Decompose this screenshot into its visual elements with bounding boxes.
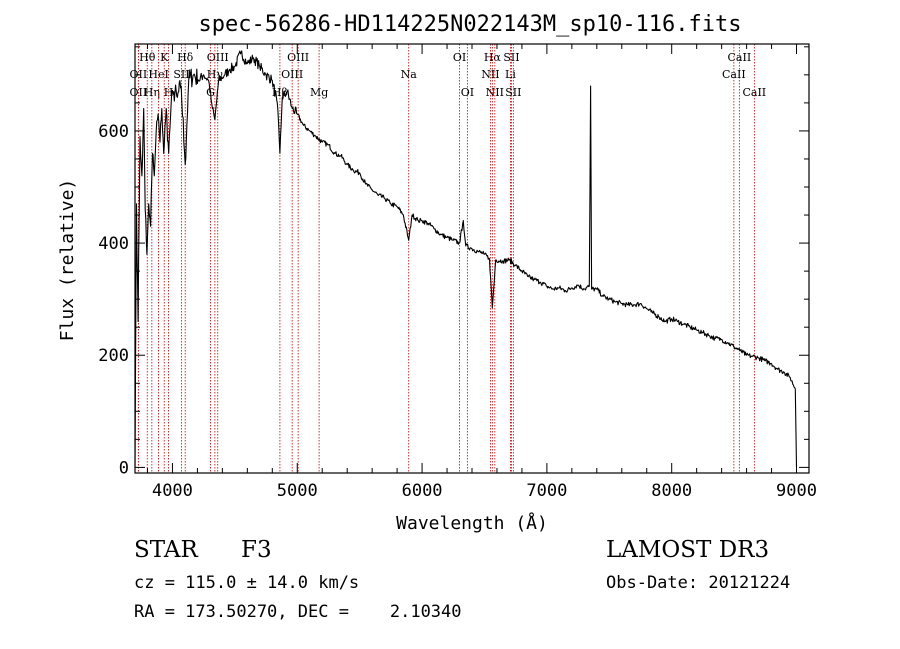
line-marker-label: OIII [281, 68, 303, 81]
line-marker-label: NII [486, 86, 504, 99]
line-marker-label: SII [173, 68, 189, 81]
line-marker-label: CaII [728, 51, 752, 64]
y-tick-label: 600 [98, 122, 129, 142]
y-tick-label: 200 [98, 346, 129, 366]
plot-frame [134, 43, 810, 474]
y-tick-label: 0 [119, 458, 129, 478]
line-marker-label: OI [461, 86, 474, 99]
line-marker-label: Mg [310, 86, 328, 99]
line-marker-label: CaII [722, 68, 746, 81]
line-marker-label: HeI [148, 68, 168, 81]
x-tick-label: 8000 [651, 481, 692, 501]
line-marker-label: Li [505, 68, 516, 81]
spectrum-line [134, 50, 798, 468]
line-marker-label: SII [505, 86, 521, 99]
object-class: STAR [134, 537, 198, 563]
x-tick-label: 7000 [526, 481, 567, 501]
x-axis-label: Wavelength (Å) [396, 512, 548, 534]
line-marker-label: Hη [144, 86, 160, 99]
x-tick-label: 5000 [277, 481, 318, 501]
line-marker-label: CaII [742, 86, 766, 99]
line-marker-label: NII [481, 68, 499, 81]
x-tick-label: 6000 [402, 481, 443, 501]
line-marker-label: K [160, 51, 169, 64]
line-marker-label: OI [453, 51, 466, 64]
x-tick-label: 4000 [152, 481, 193, 501]
line-marker-label: OII [130, 86, 148, 99]
axes: 4000 5000 6000 7000 8000 9000 0 200 400 600 [98, 44, 817, 501]
line-marker-label: Hδ [177, 51, 194, 64]
object-subclass: F3 [241, 537, 272, 563]
survey-name: LAMOST DR3 [606, 537, 770, 563]
obs-date: Obs-Date: 20121224 [606, 573, 791, 593]
chart-title: spec-56286-HD114225N022143M_sp10-116.fit… [198, 12, 741, 37]
line-marker-label: OIII [207, 51, 229, 64]
line-marker-label: H [164, 86, 174, 99]
y-axis-label: Flux (relative) [57, 179, 78, 342]
line-marker-label: OIII [287, 51, 309, 64]
y-tick-label: 400 [98, 234, 129, 254]
redshift-readout: cz = 115.0 ± 14.0 km/s [134, 573, 360, 593]
x-tick-label: 9000 [776, 481, 817, 501]
line-marker-label: Hθ [139, 51, 156, 64]
line-marker-label: Hα [484, 51, 502, 64]
line-marker-label: Na [401, 68, 418, 81]
coordinates: RA = 173.50270, DEC = 2.10340 [134, 602, 462, 622]
line-marker-label: SII [503, 51, 519, 64]
